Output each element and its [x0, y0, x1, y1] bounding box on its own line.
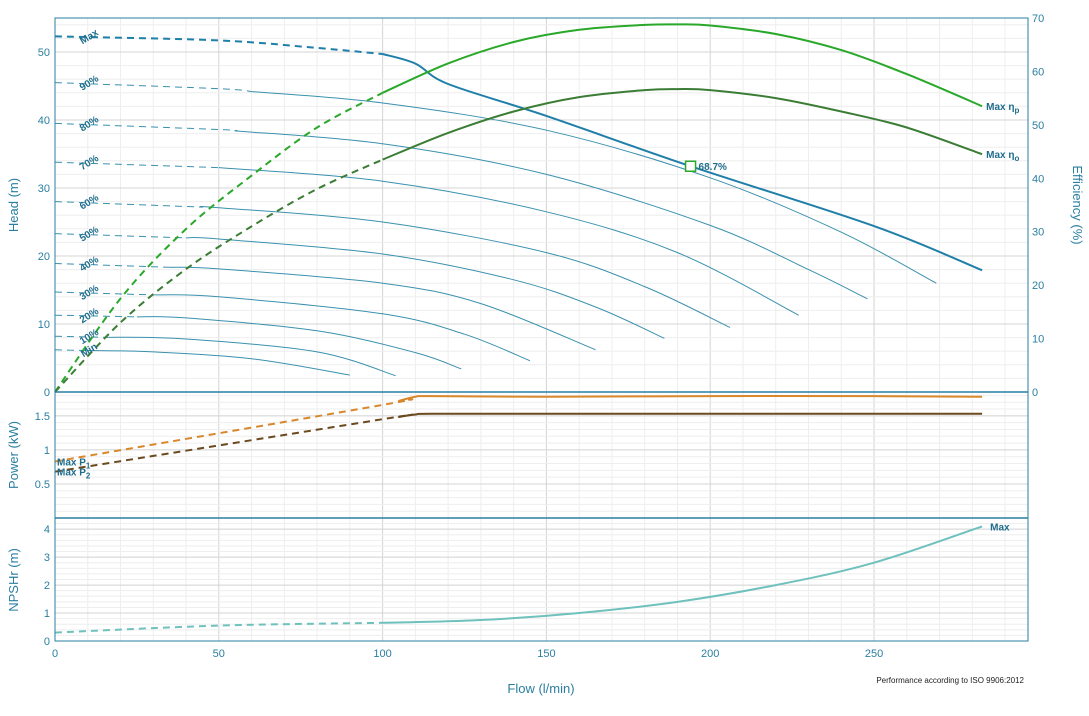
bep-marker — [684, 160, 697, 172]
grid — [54, 18, 1028, 642]
flow-tick-label: 0 — [52, 648, 58, 660]
head-curve-60pct — [199, 205, 731, 328]
power-tick-label: 1 — [44, 445, 50, 457]
head-curve-90pct-dashed — [54, 82, 252, 93]
flow-tick-label: 250 — [865, 648, 883, 660]
efficiency-tick-label: 10 — [1032, 334, 1044, 346]
npsh-tick-label: 0 — [44, 636, 50, 648]
npsh-tick-label: 2 — [44, 580, 50, 592]
efficiency-tick-label: 50 — [1032, 120, 1044, 132]
head-curve-label: 20% — [78, 306, 101, 326]
tick-labels: 0 50 100 150 200 2500102030405001020304050607… — [35, 13, 1045, 660]
flow-tick-label: 50 — [213, 648, 225, 660]
head-curve-20pct — [136, 316, 462, 370]
head-curve-label: 30% — [78, 283, 101, 303]
head-curve-60pct-dashed — [54, 201, 203, 208]
power-curve-p2 — [398, 412, 983, 418]
head-curve-label: 70% — [78, 153, 101, 173]
power-curve-p1 — [398, 395, 983, 402]
head-curve-label: 90% — [78, 73, 101, 93]
power-axis-title: Power (kW) — [6, 421, 21, 489]
head-curve-max-dashed — [54, 35, 383, 55]
head-curve-90pct — [251, 91, 937, 284]
head-tick-label: 0 — [44, 387, 50, 399]
head-tick-label: 40 — [38, 115, 50, 127]
efficiency-curve-etao — [382, 88, 983, 161]
iso-footnote: Performance according to ISO 9906:2012 — [876, 676, 1024, 685]
head-curve-80pct — [235, 130, 868, 300]
power-tick-label: 0.5 — [35, 479, 50, 491]
head-curve-label: 80% — [78, 114, 101, 134]
efficiency-tick-label: 30 — [1032, 227, 1044, 239]
plot-frame — [54, 17, 1029, 642]
head-curve-70pct — [218, 167, 799, 316]
flow-tick-label: 200 — [701, 648, 719, 660]
etao-label: Max ηo — [986, 150, 1019, 163]
head-curve-label: 50% — [78, 224, 101, 244]
efficiency-curve-etap — [382, 23, 983, 108]
npsh-tick-label: 4 — [44, 524, 50, 536]
efficiency-axis-title: Efficiency (%) — [1070, 165, 1085, 244]
bep-label: 68.7% — [699, 162, 727, 173]
head-curve-10pct-dashed — [54, 335, 105, 338]
efficiency-curve-etao-dashed — [54, 158, 384, 393]
head-curve-50pct — [185, 237, 665, 339]
npsh-curve-max-dashed — [54, 621, 383, 634]
efficiency-tick-label: 60 — [1032, 66, 1044, 78]
npsh-tick-label: 3 — [44, 552, 50, 564]
head-tick-label: 30 — [38, 183, 50, 195]
head-curve-30pct — [153, 294, 531, 362]
efficiency-tick-label: 40 — [1032, 173, 1044, 185]
flow-tick-label: 100 — [373, 648, 391, 660]
curve-labels: 68.7%Max90%80%70%60%50%40%30%20%10%MinMa… — [57, 27, 1019, 533]
efficiency-tick-label: 70 — [1032, 13, 1044, 25]
axes-frame — [54, 17, 1029, 642]
npsh-curve-max — [382, 525, 983, 624]
head-tick-label: 10 — [38, 319, 50, 331]
head-curve-max — [382, 53, 983, 272]
efficiency-tick-label: 20 — [1032, 280, 1044, 292]
head-curve-label: 40% — [78, 254, 101, 274]
head-curve-label: 60% — [78, 192, 101, 212]
etap-label: Max ηp — [986, 102, 1019, 115]
head-curve-30pct-dashed — [54, 291, 154, 296]
power-tick-label: 1.5 — [35, 411, 50, 423]
head-curve-40pct-dashed — [54, 263, 170, 268]
curves — [54, 23, 983, 634]
head-tick-label: 50 — [38, 47, 50, 59]
p1-label: Max P1 — [57, 457, 91, 470]
head-curve-40pct — [169, 266, 596, 351]
npsh-tick-label: 1 — [44, 608, 50, 620]
efficiency-curve-etap-dashed — [54, 91, 384, 393]
npsh-max-label: Max — [990, 522, 1010, 533]
efficiency-tick-label: 0 — [1032, 387, 1038, 399]
p2-label: Max P2 — [57, 468, 91, 481]
head-tick-label: 20 — [38, 251, 50, 263]
head-curve-10pct — [104, 336, 396, 377]
flow-axis-title: Flow (l/min) — [507, 681, 574, 696]
head-curve-label: Max — [78, 27, 101, 47]
head-axis-title: Head (m) — [6, 178, 21, 232]
head-curve-min-dashed — [54, 349, 88, 351]
head-curve-min — [87, 350, 350, 376]
head-curve-70pct-dashed — [54, 161, 219, 169]
power-curve-p1-dashed — [54, 398, 414, 463]
head-curve-20pct-dashed — [54, 314, 137, 318]
flow-tick-label: 150 — [537, 648, 555, 660]
npsh-axis-title: NPSHr (m) — [6, 548, 21, 612]
